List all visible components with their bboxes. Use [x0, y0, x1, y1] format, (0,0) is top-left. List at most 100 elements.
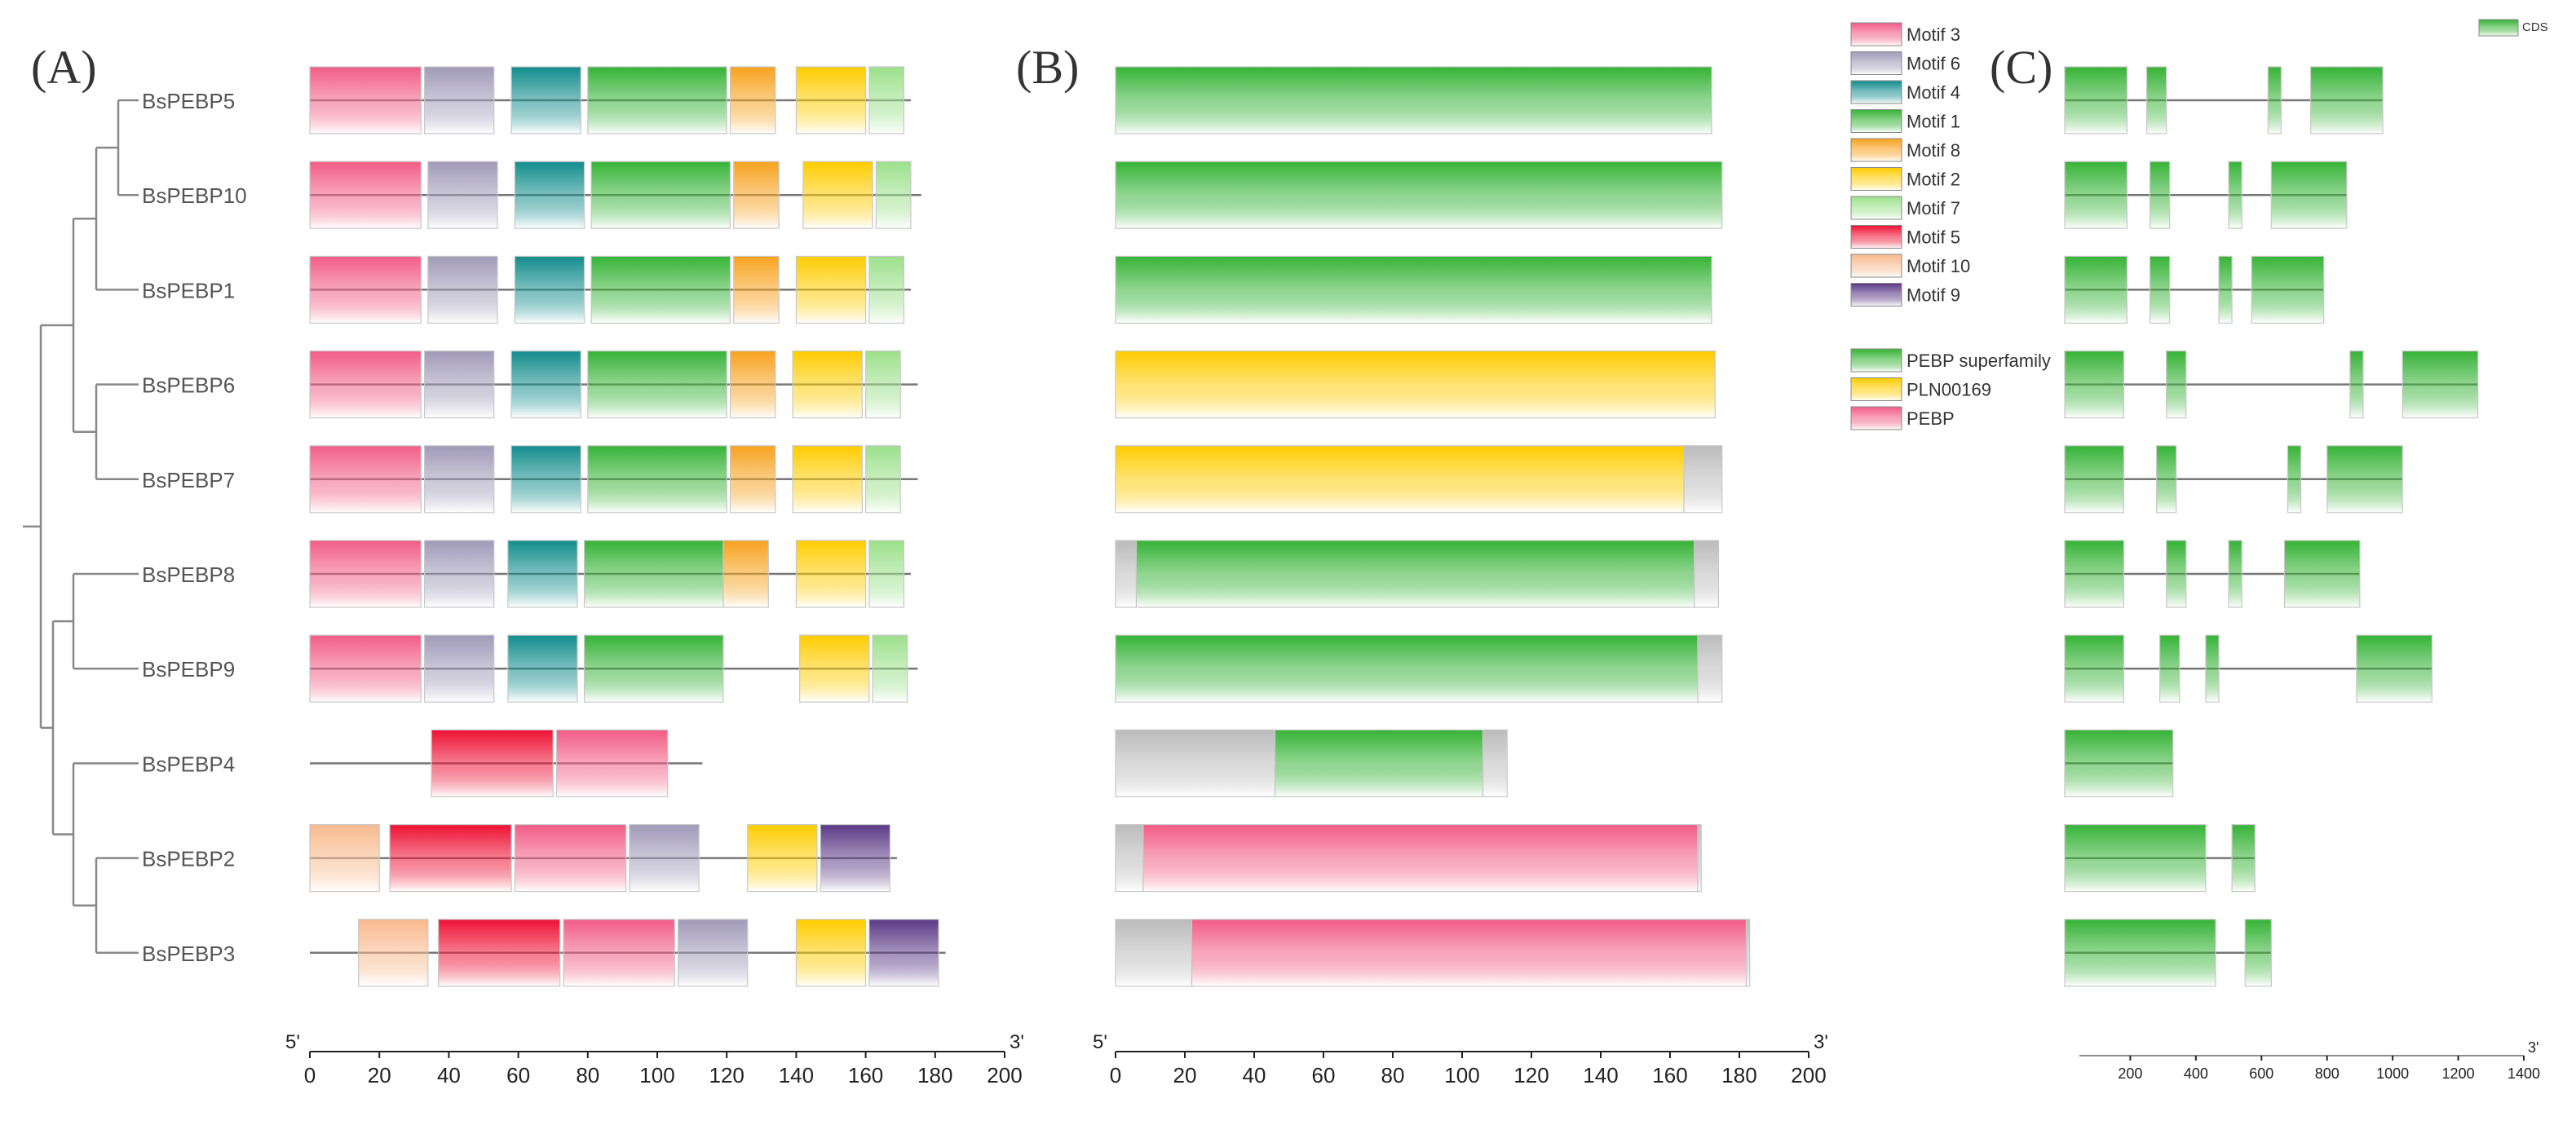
cds-exon-box [2356, 634, 2433, 703]
motif-6-box [677, 919, 749, 987]
axis-b-tick-label: 0 [1110, 1063, 1121, 1087]
motif-1-box [583, 634, 724, 703]
unannotated-region [1694, 540, 1720, 608]
motif-9-box [868, 919, 939, 987]
motif-10-box [309, 823, 380, 893]
axis-c-tick-label: 1200 [2442, 1065, 2475, 1082]
motif-2-box [795, 255, 867, 324]
axis-c-tick-label: 800 [2315, 1065, 2340, 1082]
motif-10-legend-swatch [1850, 254, 1902, 278]
gene-label-bspebp9: BsPEBP9 [142, 657, 235, 681]
motif-3-box [555, 729, 669, 798]
gene-label-bspebp5: BsPEBP5 [142, 89, 235, 113]
cds-exon-box [2166, 351, 2187, 419]
gene-label-bspebp1: BsPEBP1 [142, 278, 235, 302]
cds-exon-box [2267, 66, 2282, 135]
motif-5-box [438, 919, 561, 987]
axis-b-tick-label: 40 [1243, 1063, 1266, 1087]
cds-exon-box [2064, 823, 2207, 893]
unannotated-region [1745, 919, 1751, 987]
unannotated-region [1697, 823, 1702, 893]
motif-2-box [802, 161, 873, 229]
axis-b: 5' 3' 0 20 40 60 80 100 120 140 160 180 200 [1093, 1031, 1828, 1087]
motif-6-box [423, 634, 495, 703]
axis-a-tick-label: 40 [437, 1063, 461, 1087]
axis-a-tick-label: 120 [709, 1063, 745, 1087]
unannotated-region [1115, 919, 1193, 987]
motif-6-box [629, 823, 700, 893]
motif-6-box [427, 255, 498, 324]
cds-exon-box [2064, 634, 2124, 703]
cds-exon-box [2064, 445, 2124, 514]
axis-c-tick-label: 400 [2184, 1065, 2208, 1082]
cds-legend-swatch [2478, 19, 2519, 37]
cds-exon-box [2401, 351, 2479, 419]
axis-a-start-label: 5' [285, 1031, 300, 1053]
motif-3-legend-swatch [1850, 22, 1902, 46]
cds-exon-box [2218, 255, 2233, 324]
axis-a-tick-label: 200 [987, 1063, 1022, 1087]
domain-legend: PEBP superfamily PLN00169 PEBP [1850, 348, 2051, 430]
motif-2-legend-label: Motif 2 [1907, 170, 1960, 190]
unannotated-region [1482, 729, 1508, 798]
motif-7-box [868, 66, 905, 135]
axis-b-tick-label: 200 [1791, 1063, 1826, 1087]
pebp-superfamily-domain [1115, 161, 1723, 229]
cds-exon-box [2349, 351, 2364, 419]
cds-exon-box [2149, 161, 2171, 229]
gene-label-bspebp2: BsPEBP2 [142, 847, 235, 871]
axis-b-tick-label: 120 [1513, 1063, 1549, 1087]
panel-label-c: (C) [1990, 41, 2052, 94]
pln00169-legend-swatch [1850, 377, 1902, 401]
axis-a-tick-label: 100 [639, 1063, 674, 1087]
phylogenetic-tree [23, 99, 139, 955]
motif-8-box [729, 445, 776, 514]
panel-label-b: (B) [1016, 41, 1079, 94]
axis-c-end-label: 3' [2528, 1039, 2538, 1056]
motif-1-box [590, 161, 731, 229]
motif-6-box [427, 161, 498, 229]
cds-exon-box [2244, 919, 2272, 987]
motif-6-legend-label: Motif 6 [1907, 54, 1960, 74]
motif-4-legend-label: Motif 4 [1907, 82, 1960, 103]
unannotated-region [1115, 823, 1144, 893]
gene-label-bspebp10: BsPEBP10 [142, 183, 247, 208]
motif-1-legend-label: Motif 1 [1907, 112, 1960, 132]
cds-exon-box [2270, 161, 2348, 229]
pebp-superfamily-domain [1135, 540, 1695, 608]
motif-8-box [729, 351, 776, 419]
cds-exon-box [2064, 161, 2128, 229]
axis-a-tick-label: 180 [917, 1063, 952, 1087]
gene-labels: BsPEBP5 BsPEBP10 BsPEBP1 BsPEBP6 BsPEBP7 BsPE… [142, 89, 247, 966]
motif-3-box [563, 919, 675, 987]
motif-3-box [309, 540, 422, 608]
pebp-superfamily-domain [1115, 255, 1712, 324]
axis-a: 5' 3' 0 20 40 60 80 100 120 140 160 180 200 [285, 1031, 1024, 1087]
motif-1-box [587, 445, 727, 514]
cds-exon-box [2064, 66, 2128, 135]
pln00169-domain [1115, 351, 1716, 419]
motif-9-legend-label: Motif 9 [1907, 285, 1960, 306]
motif-5-box [389, 823, 512, 893]
motif-2-legend-swatch [1850, 167, 1902, 191]
cds-exon-box [2231, 823, 2256, 893]
motif-1-box [587, 351, 727, 419]
motif-6-box [423, 445, 495, 514]
motif-1-box [590, 255, 731, 324]
motif-4-box [507, 634, 578, 703]
motif-3-box [309, 445, 422, 514]
axis-b-end-label: 3' [1814, 1031, 1828, 1053]
motif-7-box [868, 540, 905, 608]
motif-7-box [872, 634, 908, 703]
motif-3-box [514, 823, 627, 893]
axis-b-tick-label: 160 [1652, 1063, 1687, 1087]
motif-5-legend-label: Motif 5 [1907, 227, 1960, 248]
pebp-superfamily-domain [1115, 634, 1699, 703]
axis-b-tick-label: 100 [1444, 1063, 1479, 1087]
motif-3-box [309, 634, 422, 703]
cds-exon-box [2064, 919, 2216, 987]
motif-6-box [423, 66, 495, 135]
gene-label-bspebp8: BsPEBP8 [142, 562, 235, 587]
motif-3-box [309, 66, 422, 135]
pebp-legend-swatch [1850, 406, 1902, 430]
